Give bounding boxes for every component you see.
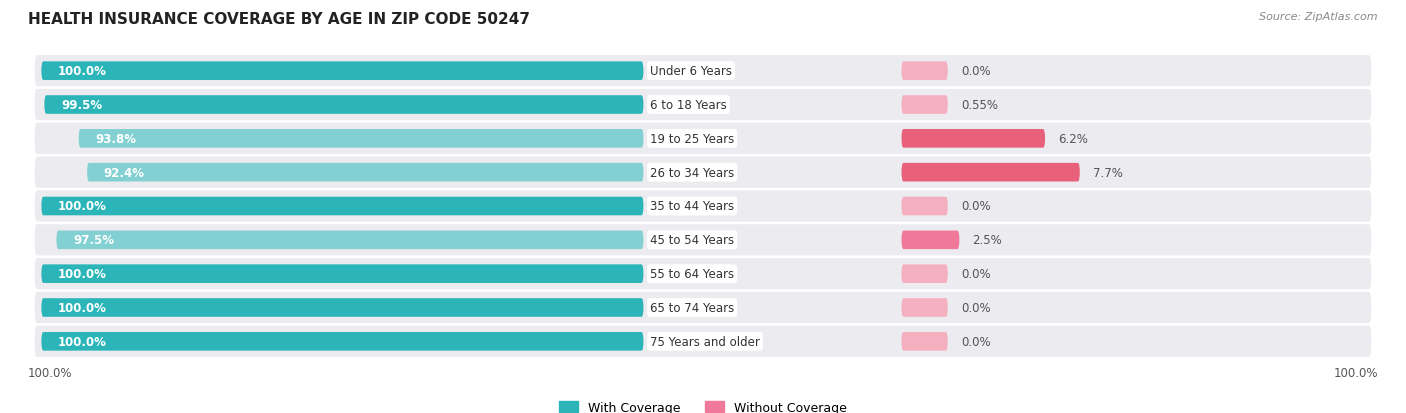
Text: 100.0%: 100.0% bbox=[58, 200, 107, 213]
FancyBboxPatch shape bbox=[35, 292, 1371, 323]
Text: 19 to 25 Years: 19 to 25 Years bbox=[650, 133, 734, 145]
Text: 0.0%: 0.0% bbox=[962, 200, 991, 213]
FancyBboxPatch shape bbox=[56, 231, 644, 249]
Text: 100.0%: 100.0% bbox=[58, 301, 107, 314]
FancyBboxPatch shape bbox=[35, 123, 1371, 154]
FancyBboxPatch shape bbox=[901, 299, 948, 317]
FancyBboxPatch shape bbox=[901, 231, 959, 249]
FancyBboxPatch shape bbox=[901, 197, 948, 216]
Text: 0.0%: 0.0% bbox=[962, 301, 991, 314]
FancyBboxPatch shape bbox=[35, 90, 1371, 121]
Text: 0.0%: 0.0% bbox=[962, 335, 991, 348]
Text: HEALTH INSURANCE COVERAGE BY AGE IN ZIP CODE 50247: HEALTH INSURANCE COVERAGE BY AGE IN ZIP … bbox=[28, 12, 530, 27]
Text: 6 to 18 Years: 6 to 18 Years bbox=[650, 99, 727, 112]
FancyBboxPatch shape bbox=[901, 265, 948, 283]
Text: 35 to 44 Years: 35 to 44 Years bbox=[650, 200, 734, 213]
FancyBboxPatch shape bbox=[35, 326, 1371, 357]
Text: 75 Years and older: 75 Years and older bbox=[650, 335, 761, 348]
FancyBboxPatch shape bbox=[41, 299, 644, 317]
Text: 100.0%: 100.0% bbox=[1333, 366, 1378, 379]
Text: 6.2%: 6.2% bbox=[1059, 133, 1088, 145]
Text: 100.0%: 100.0% bbox=[58, 335, 107, 348]
Text: 45 to 54 Years: 45 to 54 Years bbox=[650, 234, 734, 247]
FancyBboxPatch shape bbox=[41, 332, 644, 351]
FancyBboxPatch shape bbox=[41, 265, 644, 283]
Text: Source: ZipAtlas.com: Source: ZipAtlas.com bbox=[1260, 12, 1378, 22]
Legend: With Coverage, Without Coverage: With Coverage, Without Coverage bbox=[560, 401, 846, 413]
Text: 2.5%: 2.5% bbox=[973, 234, 1002, 247]
FancyBboxPatch shape bbox=[901, 332, 948, 351]
Text: 100.0%: 100.0% bbox=[58, 268, 107, 280]
Text: 93.8%: 93.8% bbox=[96, 133, 136, 145]
Text: 55 to 64 Years: 55 to 64 Years bbox=[650, 268, 734, 280]
FancyBboxPatch shape bbox=[87, 164, 644, 182]
Text: 100.0%: 100.0% bbox=[28, 366, 73, 379]
FancyBboxPatch shape bbox=[45, 96, 644, 114]
Text: 0.0%: 0.0% bbox=[962, 268, 991, 280]
Text: 0.55%: 0.55% bbox=[962, 99, 998, 112]
Text: 26 to 34 Years: 26 to 34 Years bbox=[650, 166, 734, 179]
Text: 7.7%: 7.7% bbox=[1092, 166, 1123, 179]
FancyBboxPatch shape bbox=[35, 191, 1371, 222]
FancyBboxPatch shape bbox=[901, 96, 948, 114]
FancyBboxPatch shape bbox=[79, 130, 644, 148]
Text: 99.5%: 99.5% bbox=[60, 99, 103, 112]
FancyBboxPatch shape bbox=[901, 62, 948, 81]
Text: 97.5%: 97.5% bbox=[73, 234, 114, 247]
FancyBboxPatch shape bbox=[41, 197, 644, 216]
FancyBboxPatch shape bbox=[35, 259, 1371, 290]
Text: 92.4%: 92.4% bbox=[104, 166, 145, 179]
FancyBboxPatch shape bbox=[35, 157, 1371, 188]
FancyBboxPatch shape bbox=[901, 164, 1080, 182]
Text: 65 to 74 Years: 65 to 74 Years bbox=[650, 301, 734, 314]
Text: 100.0%: 100.0% bbox=[58, 65, 107, 78]
Text: 0.0%: 0.0% bbox=[962, 65, 991, 78]
FancyBboxPatch shape bbox=[41, 62, 644, 81]
FancyBboxPatch shape bbox=[35, 56, 1371, 87]
Text: Under 6 Years: Under 6 Years bbox=[650, 65, 733, 78]
FancyBboxPatch shape bbox=[901, 130, 1045, 148]
FancyBboxPatch shape bbox=[35, 225, 1371, 256]
